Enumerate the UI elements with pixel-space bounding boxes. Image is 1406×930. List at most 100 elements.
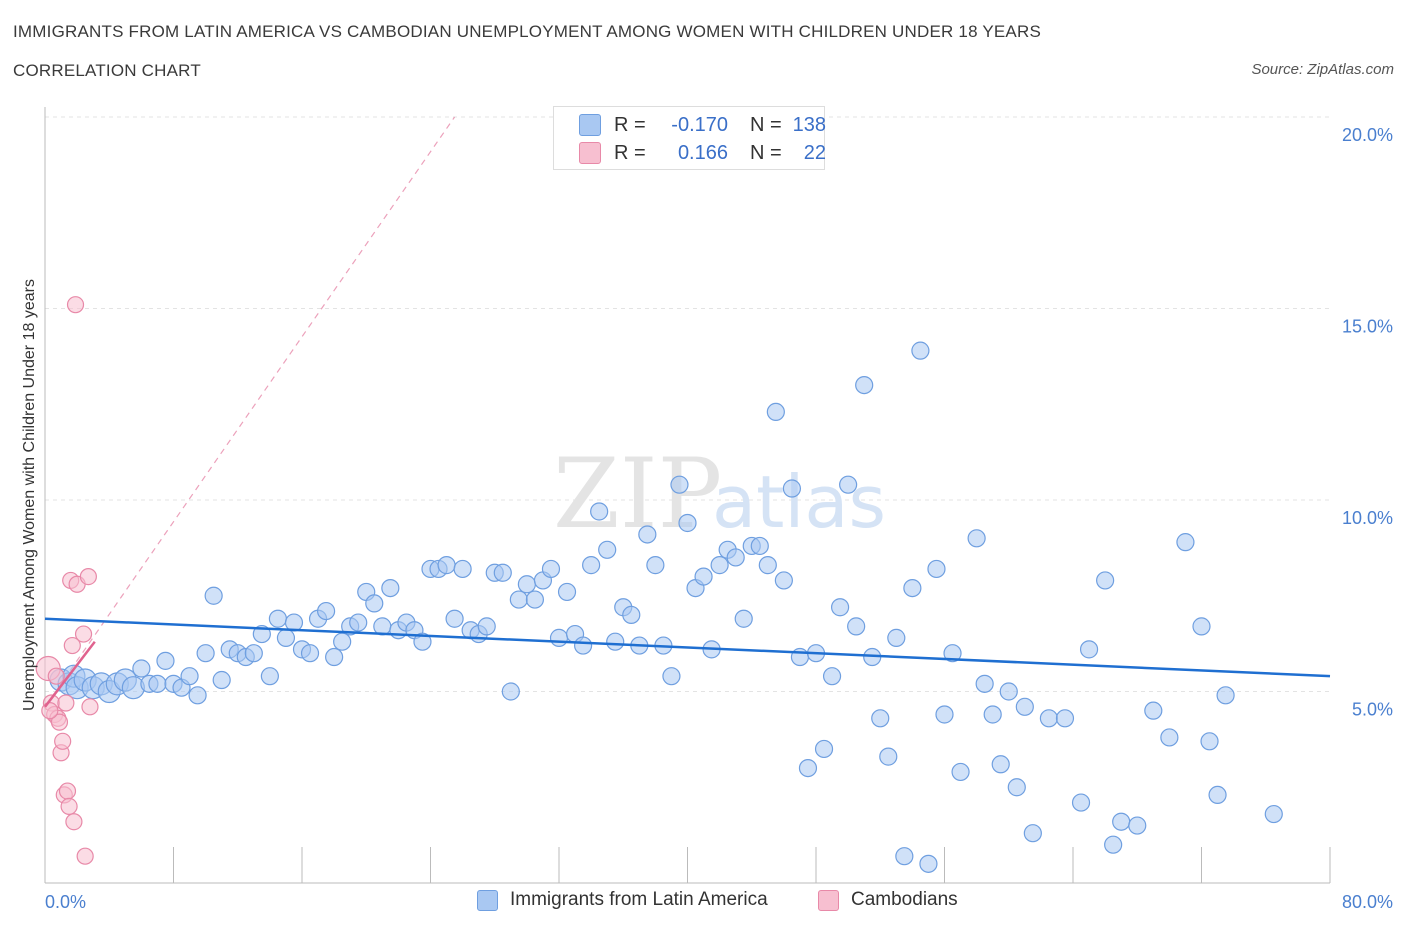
x-tick-label: 80.0%: [1342, 892, 1393, 912]
latin-america-point: [1160, 728, 1179, 747]
latin-america-point: [814, 739, 834, 759]
cambodians-point: [81, 698, 99, 716]
latin-america-point: [121, 676, 145, 700]
stats-n-value: 138: [792, 113, 826, 136]
latin-america-point: [1128, 816, 1147, 835]
stats-row-cambodians: R = 0.166 N = 22: [579, 140, 826, 166]
latin-america-point: [927, 559, 946, 579]
latin-america-point: [919, 854, 938, 873]
latin-america-point: [1264, 804, 1283, 824]
gridlines: [45, 116, 1330, 692]
latin-america-point: [774, 571, 793, 590]
stats-swatch-blue: [579, 114, 601, 136]
latin-america-point: [349, 613, 368, 632]
latin-america-point: [188, 686, 207, 705]
chart-title: IMMIGRANTS FROM LATIN AMERICA VS CAMBODI…: [13, 22, 1041, 41]
cambodians-point: [47, 667, 65, 685]
legend-label-latin-america: Immigrants from Latin America: [510, 889, 768, 910]
latin-america-point: [413, 632, 432, 651]
cambodians-point: [58, 782, 77, 800]
latin-america-point: [549, 628, 569, 647]
stats-n-label: N =: [750, 113, 782, 136]
legend-label-cambodians: Cambodians: [851, 889, 958, 910]
latin-america-point: [710, 556, 729, 575]
latin-america-point: [1015, 697, 1034, 716]
stats-r-value: -0.170: [671, 113, 728, 136]
latin-america-point: [726, 548, 745, 567]
stats-box: R = -0.170 N = 138 R = 0.166 N = 22: [553, 106, 826, 170]
latin-america-point: [477, 617, 496, 636]
source-note: Source: ZipAtlas.com: [1251, 61, 1394, 78]
cambodians-point: [63, 636, 81, 655]
latin-america-point: [734, 609, 753, 628]
latin-america-point: [847, 617, 866, 636]
cambodians-point: [50, 713, 69, 731]
stats-swatch-pink: [579, 142, 601, 164]
legend-item-latin-america[interactable]: Immigrants from Latin America: [477, 889, 768, 911]
y-tick-label: 20.0%: [1342, 125, 1393, 145]
cambodians-point: [41, 702, 59, 720]
latin-america-point: [911, 341, 930, 360]
stats-r-label: R =: [614, 141, 646, 164]
latin-america-point: [798, 758, 818, 778]
latin-america-point: [887, 628, 906, 647]
latin-america-point: [132, 659, 151, 678]
latin-america-point: [582, 556, 601, 575]
latin-america-point: [148, 674, 167, 693]
cambodians-point: [57, 694, 75, 712]
axes: [44, 107, 1331, 884]
watermark: ZIP atlas: [553, 438, 886, 550]
latin-america-point: [782, 479, 802, 498]
cambodians-trend-line: [44, 640, 96, 708]
latin-america-point: [606, 632, 625, 651]
latin-america-point: [999, 682, 1018, 701]
legend-item-cambodians[interactable]: Cambodians: [818, 889, 958, 911]
cambodians-point: [66, 296, 85, 314]
latin-america-point: [598, 540, 617, 559]
latin-america-point: [268, 609, 288, 628]
latin-america-point: [895, 847, 914, 866]
latin-america-point: [935, 705, 954, 724]
latin-america-point: [156, 651, 175, 670]
latin-america-point: [871, 709, 890, 728]
y-tick-label: 5.0%: [1352, 700, 1393, 720]
latin-america-point: [1079, 640, 1099, 659]
latin-america-point: [1176, 533, 1195, 552]
stats-n-value: 22: [803, 141, 826, 164]
cambodians-point: [76, 847, 94, 865]
latin-america-point: [646, 556, 665, 575]
latin-america-point: [670, 475, 689, 494]
latin-america-point: [1096, 571, 1115, 590]
legend-swatch-pink: [818, 889, 839, 911]
latin-america-point: [1007, 778, 1026, 797]
latin-america-point: [276, 628, 296, 647]
stats-r-value: 0.166: [677, 141, 728, 164]
latin-america-point: [525, 590, 545, 609]
latin-america-point: [573, 636, 593, 655]
latin-america-point: [325, 647, 344, 667]
cambodians-points: [35, 296, 99, 865]
y-tick-label: 10.0%: [1342, 508, 1393, 528]
latin-america-point: [204, 586, 223, 605]
latin-america-trend-line: [44, 617, 1331, 678]
latin-america-point: [1071, 793, 1091, 812]
latin-america-point: [1144, 701, 1163, 720]
y-tick-labels: 5.0% 10.0% 15.0% 20.0%: [1342, 125, 1393, 720]
cambodians-point: [54, 732, 72, 750]
latin-america-point: [1055, 709, 1075, 728]
latin-america-point: [381, 578, 400, 598]
latin-america-point: [750, 536, 769, 556]
chart-subtitle: CORRELATION CHART: [13, 61, 201, 80]
x-tick-labels: 0.0% 80.0%: [45, 892, 1393, 912]
latin-america-point: [493, 563, 512, 582]
latin-america-points: [49, 341, 1283, 873]
latin-america-point: [943, 644, 962, 663]
trend-lines: [44, 617, 1331, 708]
latin-america-point: [1208, 785, 1227, 805]
latin-america-point: [967, 529, 986, 548]
latin-america-point: [951, 762, 970, 782]
cambodians-point: [74, 625, 93, 643]
latin-america-point: [830, 598, 850, 617]
latin-america-point: [678, 513, 697, 533]
